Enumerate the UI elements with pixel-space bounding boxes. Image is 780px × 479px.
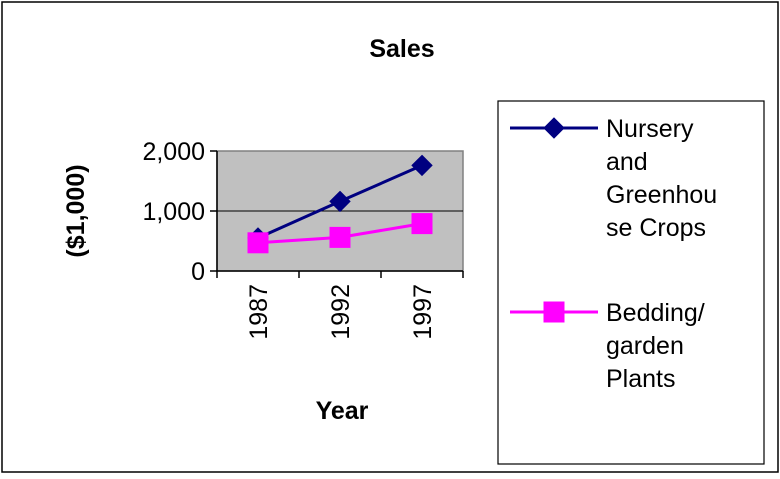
series-1-point	[329, 226, 351, 248]
series-0-point	[411, 154, 433, 177]
legend-label-1: Bedding/	[606, 299, 705, 327]
legend-box	[497, 100, 765, 465]
y-tick-label: 0	[191, 258, 205, 286]
legend-label-1: Plants	[606, 365, 675, 393]
legend-label-0: se Crops	[606, 214, 706, 242]
y-axis-title: ($1,000)	[62, 164, 90, 257]
y-tick-label: 2,000	[142, 138, 205, 166]
x-axis-title: Year	[316, 397, 369, 425]
legend-label-1: garden	[606, 332, 684, 360]
legend-label-0: Greenhou	[606, 181, 717, 209]
plot-area: 0 1,000 2,000 1987 1992 1997	[142, 138, 464, 340]
series-1-point	[247, 232, 269, 254]
x-tick-label: 1992	[327, 284, 355, 340]
series-1-point	[411, 213, 433, 235]
legend: Nursery and Greenhou se Crops Bedding/garden…	[510, 115, 717, 393]
legend-marker-1	[543, 301, 565, 323]
legend-label-0: and	[606, 148, 648, 176]
series-0-point	[329, 190, 351, 213]
x-tick-label: 1997	[409, 284, 437, 340]
x-tick-label: 1987	[245, 284, 273, 340]
legend-marker-0	[543, 117, 565, 139]
legend-label-0: Nursery	[606, 115, 694, 143]
y-tick-label: 1,000	[142, 198, 205, 226]
chart-title: Sales	[369, 35, 434, 63]
